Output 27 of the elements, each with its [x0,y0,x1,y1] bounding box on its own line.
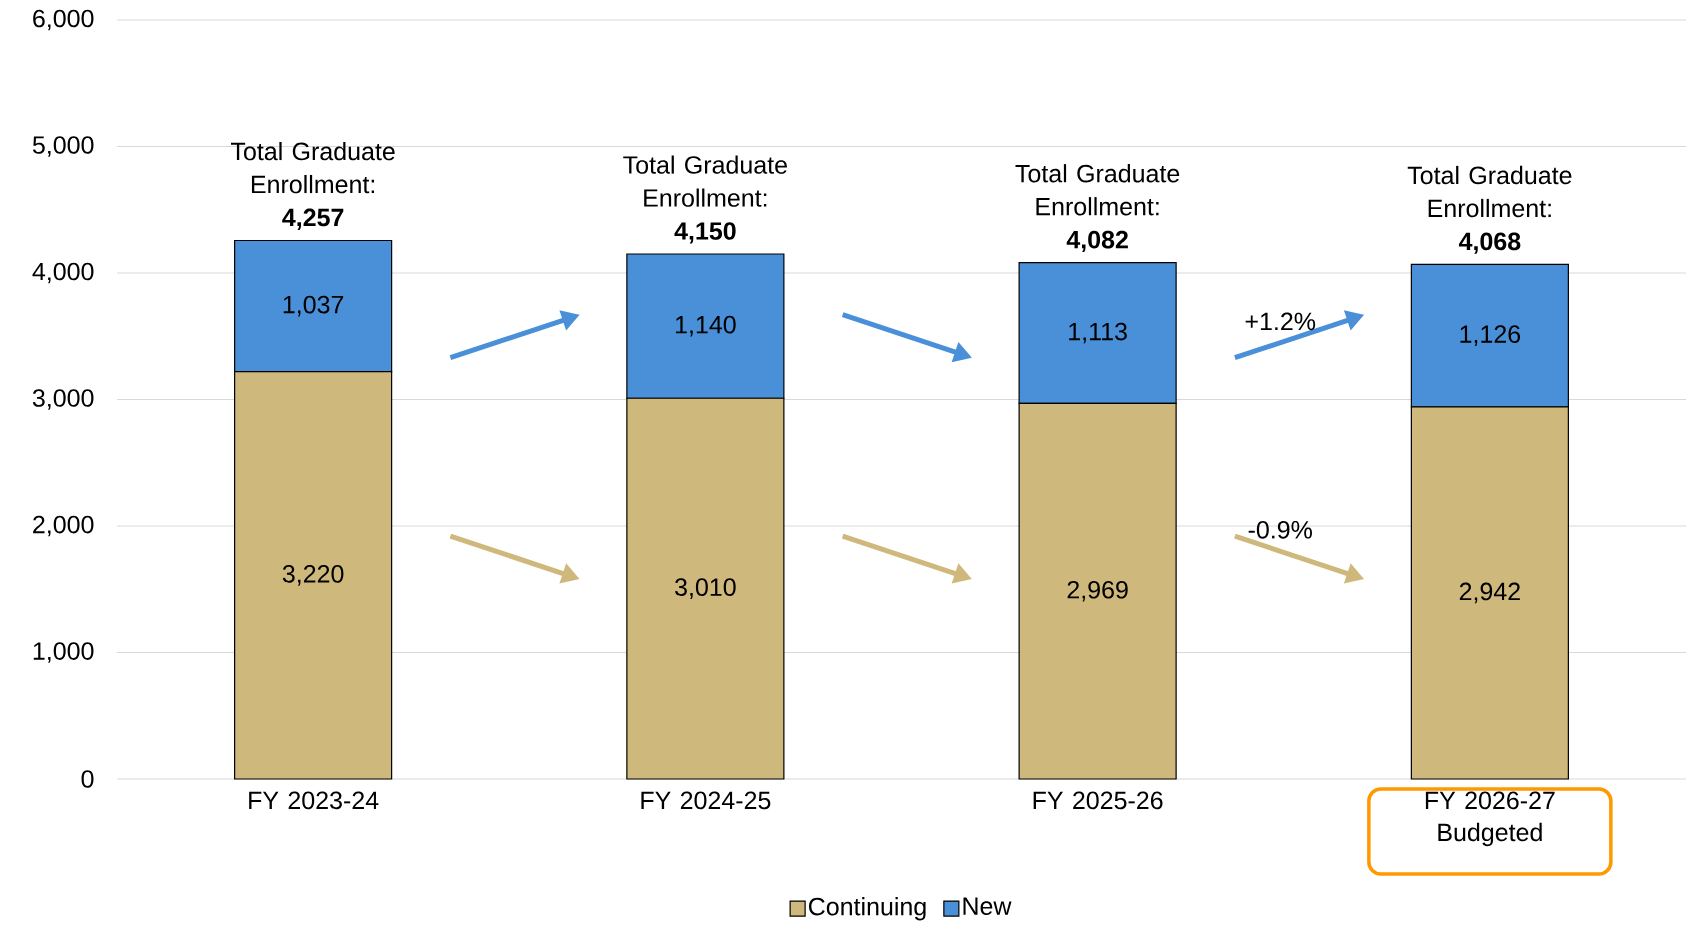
data-label: 1,140 [675,315,736,337]
y-tick-label: 5,000 [32,136,94,157]
x-tick-label: FY 2025-26 [1033,791,1163,810]
data-label: 1,126 [1460,325,1521,346]
y-tick-label: 0 [81,770,94,788]
x-tick-label: FY 2023-24 [249,791,379,810]
data-label: 1,113 [1069,322,1127,344]
y-tick-label: 4,000 [32,262,94,284]
y-tick-label: 6,000 [33,9,94,31]
y-tick-label: 2,000 [33,515,94,537]
data-label: 3,220 [282,565,344,586]
annotation: +1.2% [1245,312,1316,331]
legend-label: Continuing [808,897,926,921]
y-tick-label: 3,000 [32,389,94,410]
y-tick-label: 1,000 [33,642,94,663]
total-label: Total Graduate Enrollment: 4,068 [1407,165,1572,254]
total-label: Total Graduate Enrollment: 4,257 [231,141,395,230]
data-label: 2,942 [1459,582,1520,604]
x-tick-label: FY 2024-25 [641,791,771,810]
legend-label: New [963,897,1012,916]
data-label: 2,969 [1067,580,1128,602]
total-label: Total Graduate Enrollment: 4,082 [1015,164,1180,253]
x-tick-label: FY 2026-27 Budgeted [1425,791,1555,847]
data-label: 3,010 [675,578,736,599]
total-label: Total Graduate Enrollment: 4,150 [623,155,787,244]
data-label: 1,037 [283,295,344,317]
annotation: -0.9% [1248,520,1312,539]
